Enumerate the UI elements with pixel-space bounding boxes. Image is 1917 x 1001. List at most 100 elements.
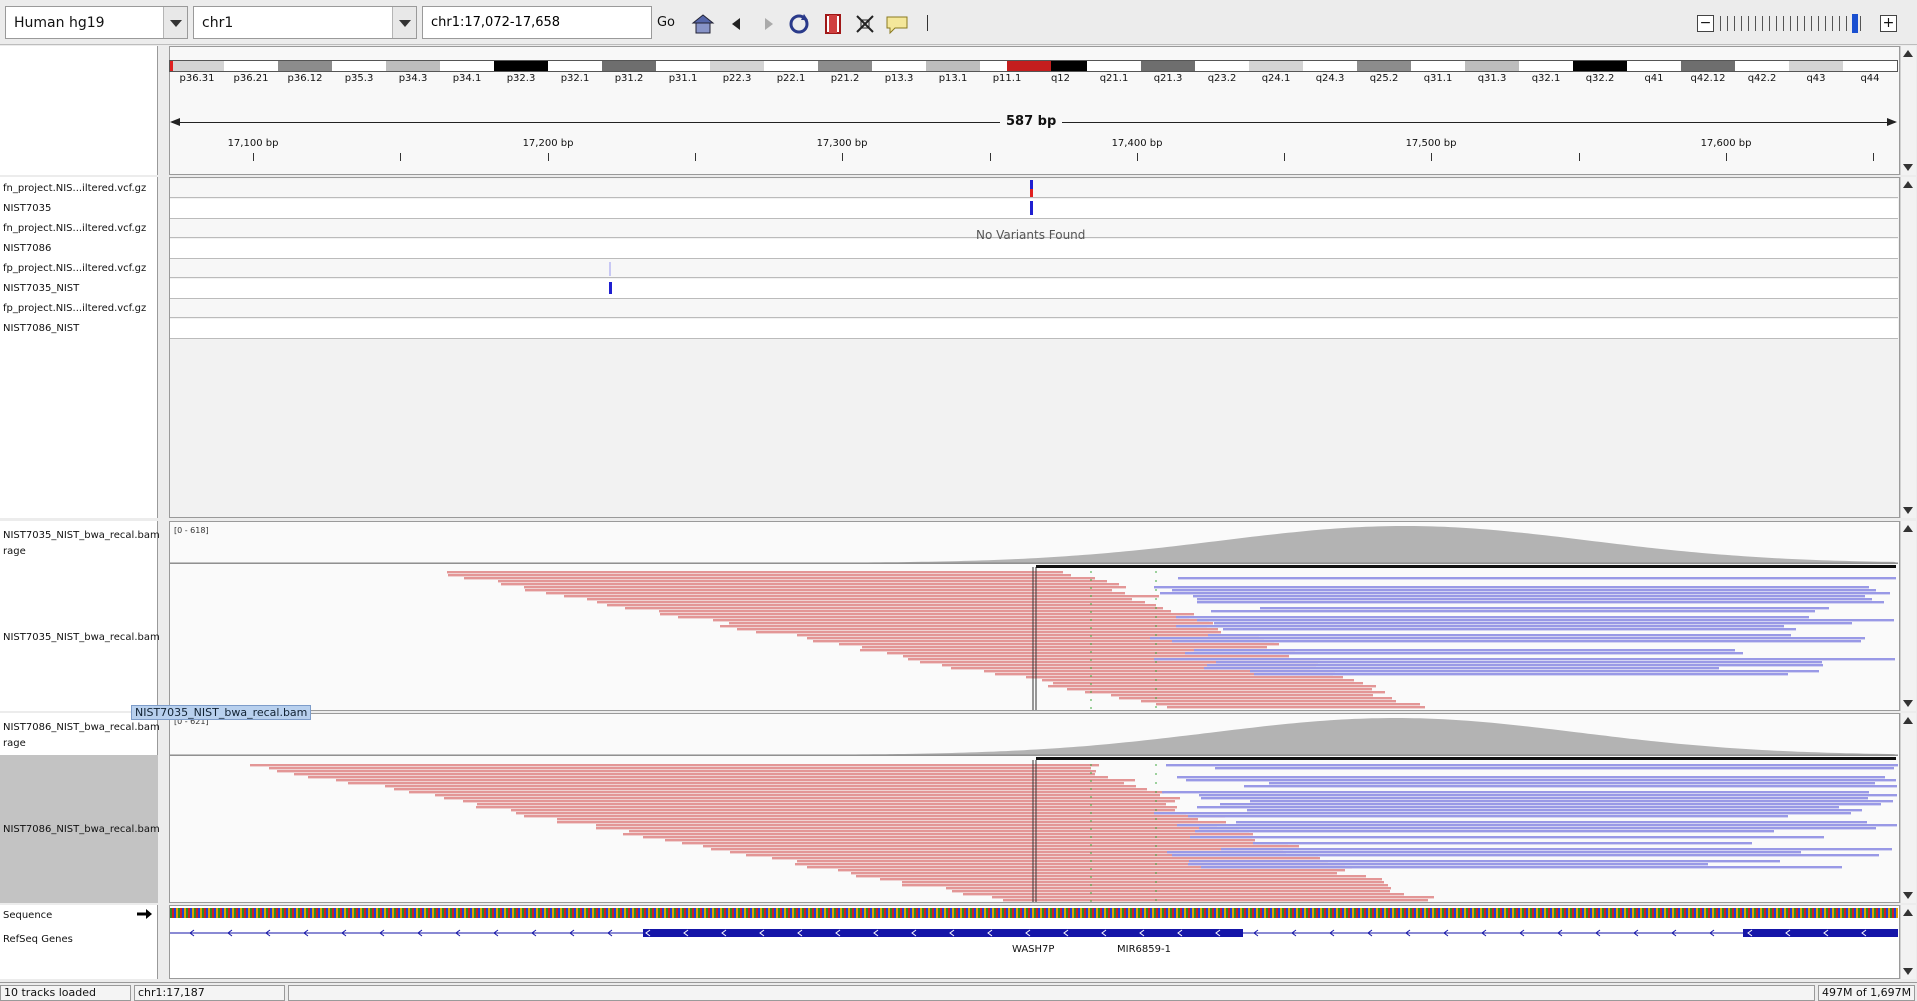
strand-arrow-icon bbox=[303, 929, 309, 937]
refseq-track-name[interactable]: RefSeq Genes bbox=[3, 934, 73, 945]
alignment-track-name[interactable]: NIST7086_NIST_bwa_recal.bam bbox=[3, 824, 160, 835]
ideogram-band[interactable] bbox=[1411, 61, 1465, 71]
coverage-track-name[interactable]: NIST7086_NIST_bwa_recal.bam bbox=[3, 722, 160, 733]
ideogram-band[interactable] bbox=[332, 61, 386, 71]
ideogram-band[interactable] bbox=[1141, 61, 1195, 71]
alignment1-data-panel bbox=[169, 521, 1900, 711]
ideogram-band[interactable] bbox=[872, 61, 926, 71]
variant-scrollbar[interactable] bbox=[1900, 177, 1916, 518]
chromosome-ideogram[interactable] bbox=[169, 60, 1898, 72]
strand-arrow-icon bbox=[493, 929, 499, 937]
ideogram-band[interactable] bbox=[1034, 61, 1087, 71]
ideogram-band[interactable] bbox=[440, 61, 494, 71]
resize-to-window-icon[interactable] bbox=[852, 11, 878, 37]
forward-icon[interactable] bbox=[755, 11, 781, 37]
ideogram-band[interactable] bbox=[1249, 61, 1303, 71]
ideogram-band[interactable] bbox=[602, 61, 656, 71]
sequence-track-name[interactable]: Sequence bbox=[3, 910, 53, 921]
track-name-nist7086[interactable]: NIST7086 bbox=[3, 243, 52, 254]
coverage-divider bbox=[170, 755, 1898, 756]
ideogram-band[interactable] bbox=[1357, 61, 1411, 71]
go-button[interactable]: Go bbox=[656, 15, 676, 30]
strand-arrow-icon bbox=[797, 929, 803, 937]
variant-site[interactable] bbox=[1030, 180, 1033, 189]
gene-label-wash7p[interactable]: WASH7P bbox=[1012, 944, 1055, 955]
ideogram-band[interactable] bbox=[764, 61, 818, 71]
variant-allele-frequency[interactable] bbox=[1030, 189, 1033, 197]
ideogram-band[interactable] bbox=[1465, 61, 1519, 71]
ruler-minor-tick bbox=[1284, 153, 1285, 161]
header-scrollbar[interactable] bbox=[1900, 46, 1916, 175]
track-name-fn-7086-vcf[interactable]: fn_project.NIS...iltered.vcf.gz bbox=[3, 223, 147, 234]
track-name-fn-7035-vcf[interactable]: fn_project.NIS...iltered.vcf.gz bbox=[3, 183, 147, 194]
cursor-position-status: chr1:17,187 bbox=[134, 985, 285, 1001]
strand-arrow-icon bbox=[1557, 929, 1563, 937]
alignment1-scrollbar[interactable] bbox=[1900, 521, 1916, 711]
ideogram-band[interactable] bbox=[1303, 61, 1357, 71]
chevron-down-icon[interactable] bbox=[163, 7, 187, 38]
refresh-icon[interactable] bbox=[786, 11, 812, 37]
popup-text-icon[interactable] bbox=[884, 11, 910, 37]
home-icon[interactable] bbox=[690, 11, 716, 37]
zoom-out-button[interactable]: − bbox=[1697, 15, 1714, 32]
memory-status: 497M of 1,697M bbox=[1818, 985, 1915, 1001]
ideogram-band[interactable] bbox=[1681, 61, 1735, 71]
strand-arrow-icon bbox=[721, 929, 727, 937]
ideogram-band[interactable] bbox=[548, 61, 602, 71]
ideogram-band[interactable] bbox=[170, 61, 224, 71]
ruler-tick-label: 17,500 bp bbox=[1405, 138, 1457, 149]
toolbar: Human hg19 chr1 Go − + bbox=[0, 0, 1917, 45]
track-name-nist7035-nist[interactable]: NIST7035_NIST bbox=[3, 283, 80, 294]
ideogram-band[interactable] bbox=[278, 61, 332, 71]
ideogram-band[interactable] bbox=[818, 61, 872, 71]
strand-arrow-icon bbox=[227, 929, 233, 937]
alignment-track-name[interactable]: NIST7035_NIST_bwa_recal.bam bbox=[3, 632, 160, 643]
ideogram-band[interactable] bbox=[1627, 61, 1681, 71]
gene-label-mir6859[interactable]: MIR6859-1 bbox=[1117, 944, 1171, 955]
strand-arrow-icon bbox=[1481, 929, 1487, 937]
region-of-interest-icon[interactable] bbox=[820, 11, 846, 37]
back-icon[interactable] bbox=[724, 11, 750, 37]
zoom-in-button[interactable]: + bbox=[1880, 15, 1897, 32]
coverage-track-name[interactable]: NIST7035_NIST_bwa_recal.bam bbox=[3, 530, 160, 541]
variant-file-row bbox=[170, 219, 1898, 238]
track-name-nist7086-nist[interactable]: NIST7086_NIST bbox=[3, 323, 80, 334]
variant-genotype[interactable] bbox=[1030, 201, 1033, 215]
ideogram-band[interactable] bbox=[224, 61, 278, 71]
chevron-down-icon[interactable] bbox=[392, 7, 416, 38]
toolbar-separator bbox=[927, 15, 928, 31]
genome-select[interactable]: Human hg19 bbox=[5, 6, 188, 39]
variant-genotype[interactable] bbox=[609, 282, 612, 294]
ideogram-band[interactable] bbox=[1087, 61, 1141, 71]
zoom-slider[interactable] bbox=[1720, 16, 1863, 31]
chromosome-select[interactable]: chr1 bbox=[193, 6, 417, 39]
ideogram-band[interactable] bbox=[656, 61, 710, 71]
zoom-slider-thumb[interactable] bbox=[1852, 14, 1858, 33]
feature-scrollbar[interactable] bbox=[1900, 905, 1916, 979]
ruler-minor-tick bbox=[695, 153, 696, 161]
track-name-fp-7086-vcf[interactable]: fp_project.NIS...iltered.vcf.gz bbox=[3, 303, 147, 314]
ideogram-band[interactable] bbox=[710, 61, 764, 71]
track-name-nist7035[interactable]: NIST7035 bbox=[3, 203, 52, 214]
ideogram-band[interactable] bbox=[1519, 61, 1573, 71]
strand-arrow-icon bbox=[531, 929, 537, 937]
ideogram-band[interactable] bbox=[1789, 61, 1843, 71]
variant-site[interactable] bbox=[609, 262, 611, 276]
ideogram-band-label: q23.2 bbox=[1207, 73, 1237, 84]
locus-input[interactable] bbox=[422, 6, 652, 39]
sequence-bases[interactable] bbox=[170, 908, 1898, 918]
track-name-tooltip: NIST7035_NIST_bwa_recal.bam bbox=[131, 705, 312, 720]
gene-model[interactable] bbox=[170, 922, 1898, 962]
ideogram-band[interactable] bbox=[1735, 61, 1789, 71]
ideogram-band[interactable] bbox=[1843, 61, 1897, 71]
ideogram-band[interactable] bbox=[926, 61, 980, 71]
ideogram-band[interactable] bbox=[1573, 61, 1627, 71]
alignment1-name-panel bbox=[0, 521, 158, 711]
strand-arrow-icon[interactable] bbox=[137, 909, 153, 919]
ideogram-band[interactable] bbox=[494, 61, 548, 71]
alignment2-scrollbar[interactable] bbox=[1900, 713, 1916, 903]
ideogram-band[interactable] bbox=[386, 61, 440, 71]
ruler-minor-tick bbox=[1579, 153, 1580, 161]
track-name-fp-7035-vcf[interactable]: fp_project.NIS...iltered.vcf.gz bbox=[3, 263, 147, 274]
ideogram-band[interactable] bbox=[1195, 61, 1249, 71]
